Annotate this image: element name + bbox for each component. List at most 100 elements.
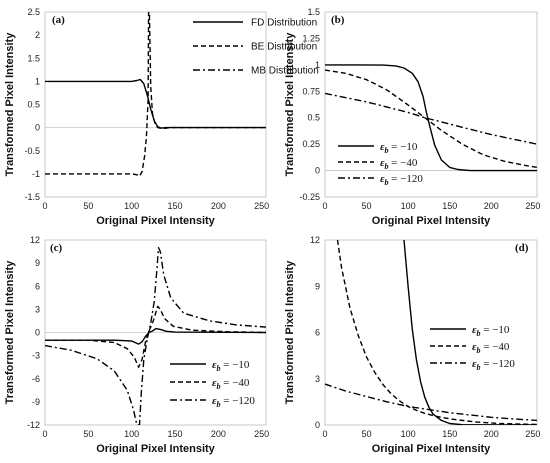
plot-frame bbox=[44, 11, 267, 198]
series-line bbox=[45, 78, 266, 129]
panel-label: (b) bbox=[331, 14, 345, 26]
y-tick-label: 2 bbox=[35, 30, 40, 40]
x-tick-label: 50 bbox=[83, 429, 93, 439]
x-tick-label: 100 bbox=[124, 201, 139, 211]
legend: εb = −10 εb = −40 εb = −120 bbox=[170, 359, 255, 409]
y-tick-label: 6 bbox=[35, 281, 40, 291]
series-group bbox=[45, 246, 266, 425]
y-tick-label: 12 bbox=[310, 235, 320, 245]
legend-label: εb = −10 bbox=[212, 359, 250, 373]
x-tick-label: 50 bbox=[83, 201, 93, 211]
y-tick-label: -0.5 bbox=[24, 146, 40, 156]
x-tick-label: 200 bbox=[211, 429, 226, 439]
series-line bbox=[325, 69, 537, 169]
x-axis-title: Original Pixel Intensity bbox=[372, 215, 491, 227]
x-tick-label: 100 bbox=[124, 429, 139, 439]
x-tick-label: 250 bbox=[254, 201, 269, 211]
panel-label: (d) bbox=[515, 242, 529, 254]
y-tick-label: 0.5 bbox=[27, 100, 40, 110]
legend-label: εb = −40 bbox=[472, 341, 510, 355]
x-tick-label: 250 bbox=[525, 429, 540, 439]
x-axis-title: Original Pixel Intensity bbox=[96, 215, 215, 227]
legend-label: MB Distribution bbox=[251, 66, 319, 77]
series-group bbox=[45, 12, 266, 177]
series-line bbox=[403, 240, 537, 425]
series-line bbox=[45, 246, 266, 425]
y-tick-label: 0 bbox=[35, 328, 40, 338]
y-axis-title: Transformed Pixel Intensity bbox=[284, 260, 296, 405]
x-tick-label: 100 bbox=[401, 201, 416, 211]
legend: εb = −10 εb = −40 εb = −120 bbox=[338, 141, 423, 187]
x-tick-label: 200 bbox=[484, 201, 499, 211]
y-tick-label: -6 bbox=[32, 374, 40, 384]
legend-label: BE Distribution bbox=[251, 42, 317, 53]
legend-label: εb = −120 bbox=[380, 173, 423, 187]
x-axis-title: Original Pixel Intensity bbox=[372, 443, 491, 455]
panel-a: -1.5 -1 -0.5 0 0.5 1 1.5 2 2.5 0 50 100 150 200 250 Ori… bbox=[4, 7, 319, 227]
panel-d: 0 3 6 9 12 0 50 100 150 200 250 Original Pixel Inte… bbox=[284, 235, 540, 455]
y-axis-title: Transformed Pixel Intensity bbox=[4, 260, 16, 405]
plot-frame bbox=[324, 239, 538, 426]
x-tick-label: 150 bbox=[167, 201, 182, 211]
panel-label: (a) bbox=[52, 14, 65, 26]
y-tick-label: 0.75 bbox=[302, 86, 320, 96]
x-axis-title: Original Pixel Intensity bbox=[96, 443, 215, 455]
x-tick-label: 0 bbox=[42, 201, 47, 211]
y-tick-label: 0.5 bbox=[307, 113, 320, 123]
y-tick-label: 9 bbox=[315, 281, 320, 291]
x-tick-label: 50 bbox=[362, 201, 372, 211]
series-line bbox=[325, 383, 537, 422]
y-tick-label: 9 bbox=[35, 258, 40, 268]
panel-label: (c) bbox=[50, 242, 63, 254]
y-tick-label: 6 bbox=[315, 328, 320, 338]
plot-frame bbox=[324, 11, 538, 198]
series-line bbox=[45, 305, 266, 368]
series-group bbox=[325, 64, 537, 172]
panel-c: -12 -9 -6 -3 0 3 6 9 12 0 50 100 150 200 250 Original P… bbox=[4, 235, 269, 455]
series-line bbox=[45, 12, 266, 177]
x-tick-label: 200 bbox=[211, 201, 226, 211]
x-tick-label: 150 bbox=[167, 429, 182, 439]
x-tick-label: 100 bbox=[401, 429, 416, 439]
legend: εb = −10 εb = −40 εb = −120 bbox=[430, 324, 515, 372]
y-tick-label: 0.25 bbox=[302, 139, 320, 149]
y-tick-label: -3 bbox=[32, 351, 40, 361]
x-tick-label: 250 bbox=[525, 201, 540, 211]
legend-label: εb = −120 bbox=[472, 358, 515, 372]
y-tick-label: 0 bbox=[315, 420, 320, 430]
y-tick-label: 2.5 bbox=[27, 7, 40, 17]
x-tick-label: 0 bbox=[42, 429, 47, 439]
y-tick-label: -9 bbox=[32, 397, 40, 407]
y-tick-label: -12 bbox=[27, 420, 40, 430]
series-line bbox=[325, 92, 537, 145]
series-group bbox=[325, 240, 537, 425]
y-axis-title: Transformed Pixel Intensity bbox=[284, 32, 296, 177]
x-tick-label: 200 bbox=[484, 429, 499, 439]
y-tick-label: 0 bbox=[315, 166, 320, 176]
x-tick-label: 150 bbox=[442, 201, 457, 211]
legend-label: εb = −10 bbox=[380, 141, 418, 155]
legend-label: εb = −120 bbox=[212, 395, 255, 409]
legend: FD Distribution BE Distribution MB Distrib… bbox=[193, 18, 319, 77]
legend-label: εb = −40 bbox=[212, 377, 250, 391]
y-tick-label: 3 bbox=[315, 374, 320, 384]
y-tick-label: 1 bbox=[35, 76, 40, 86]
x-tick-label: 50 bbox=[362, 429, 372, 439]
y-tick-label: 1.25 bbox=[302, 33, 320, 43]
y-tick-label: 12 bbox=[30, 235, 40, 245]
legend-label: εb = −40 bbox=[380, 157, 418, 171]
y-tick-label: 0 bbox=[35, 123, 40, 133]
y-tick-label: 1.5 bbox=[27, 53, 40, 63]
series-line bbox=[336, 240, 537, 425]
x-tick-label: 0 bbox=[322, 429, 327, 439]
y-axis-title: Transformed Pixel Intensity bbox=[4, 32, 16, 177]
legend-label: FD Distribution bbox=[251, 18, 317, 29]
series-line bbox=[325, 64, 537, 172]
x-tick-label: 250 bbox=[254, 429, 269, 439]
y-tick-label: -1 bbox=[32, 169, 40, 179]
y-tick-label: 1.5 bbox=[307, 7, 320, 17]
y-tick-label: 3 bbox=[35, 304, 40, 314]
x-tick-label: 0 bbox=[322, 201, 327, 211]
